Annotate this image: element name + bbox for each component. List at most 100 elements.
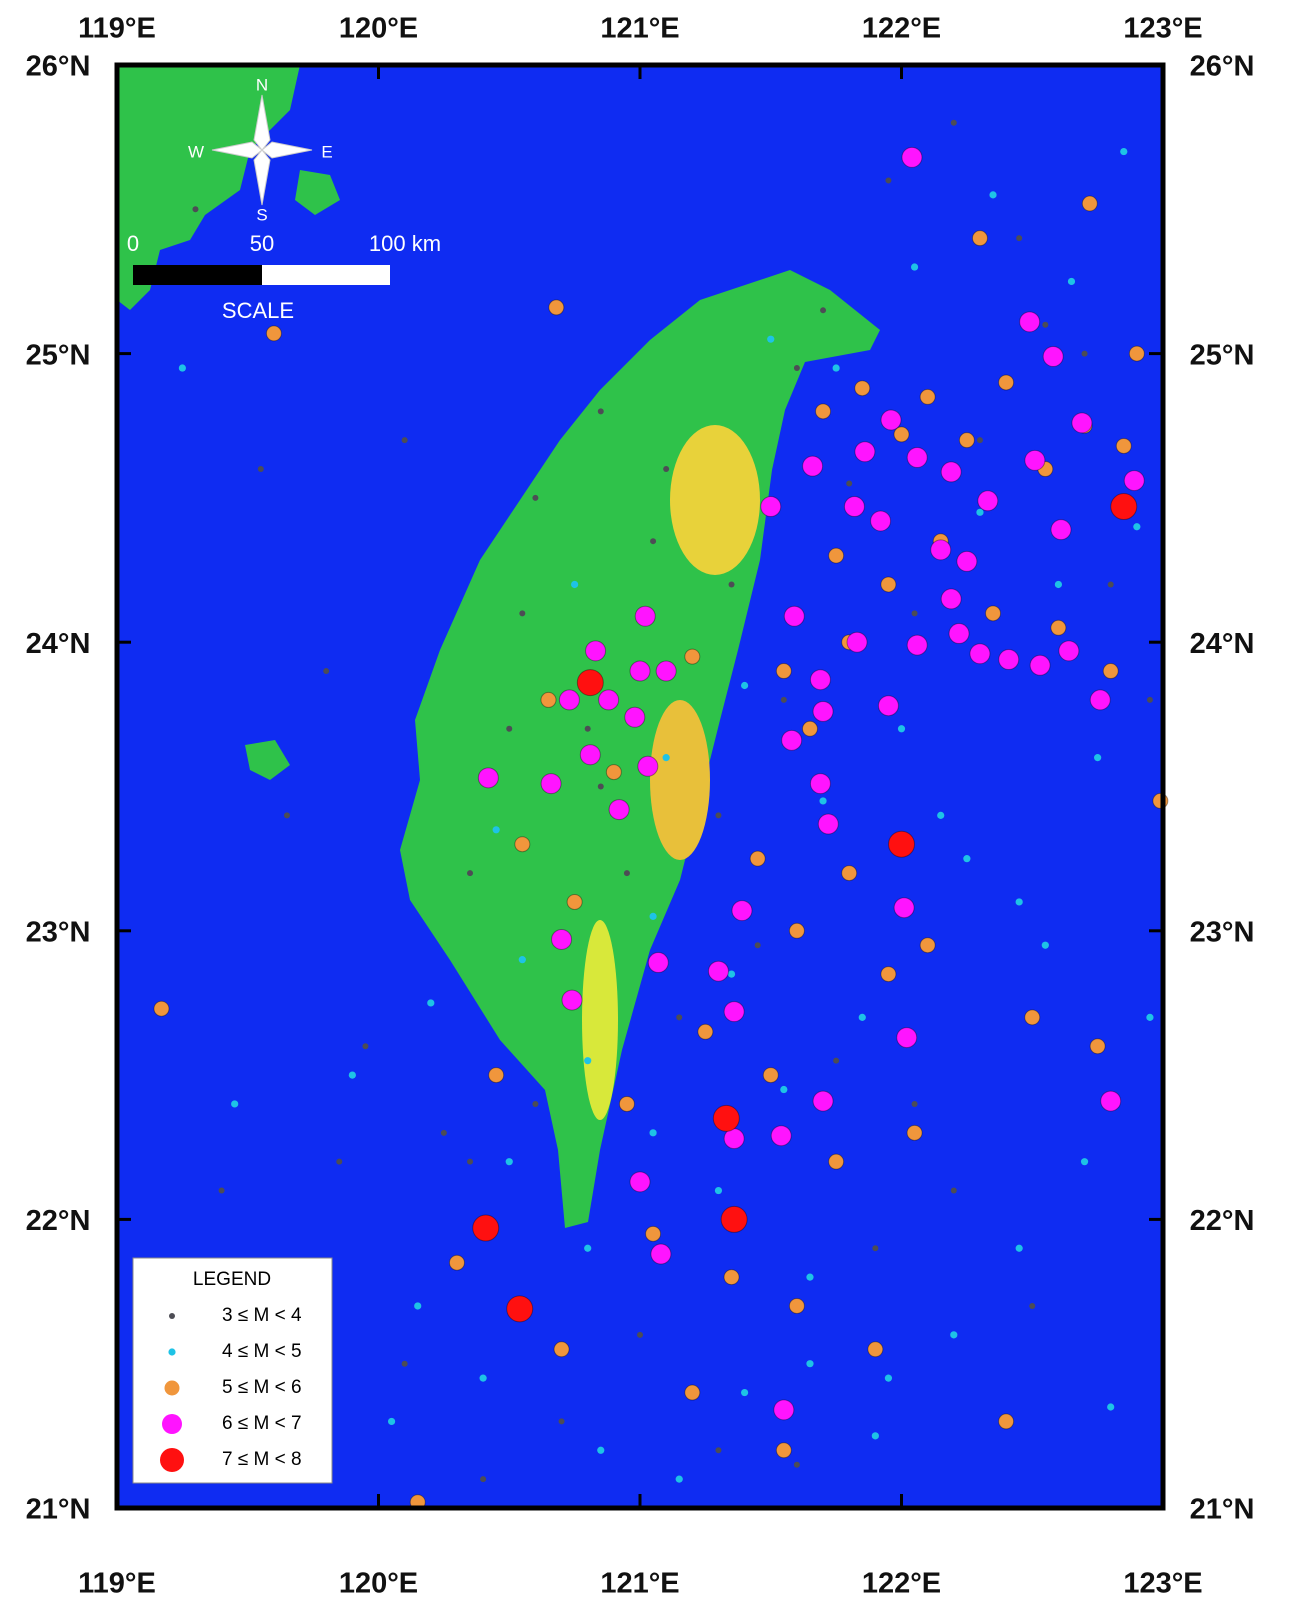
epicenter	[577, 670, 603, 696]
epicenter	[898, 725, 905, 732]
mountain	[650, 700, 710, 860]
epicenter	[649, 913, 656, 920]
epicenter	[519, 956, 526, 963]
epicenter	[789, 923, 804, 938]
epicenter	[567, 894, 582, 909]
x-tick-label: 121°E	[600, 1568, 679, 1600]
epicenter	[829, 1154, 844, 1169]
epicenter	[676, 1014, 682, 1020]
epicenter	[907, 447, 927, 467]
epicenter	[816, 404, 831, 419]
epicenter	[635, 606, 655, 626]
epicenter	[713, 1105, 739, 1131]
y-tick-label: 21°N	[26, 1494, 91, 1526]
epicenter	[598, 408, 604, 414]
epicenter	[776, 1443, 791, 1458]
epicenter	[154, 1001, 169, 1016]
epicenter	[1103, 664, 1118, 679]
epicenter	[584, 1245, 591, 1252]
epicenter	[781, 697, 787, 703]
epicenter	[771, 1126, 791, 1146]
y-tick-label: 23°N	[26, 916, 91, 948]
epicenter	[1090, 690, 1110, 710]
epicenter	[1043, 346, 1063, 366]
epicenter	[231, 1100, 238, 1107]
epicenter	[323, 668, 329, 674]
epicenter	[1129, 346, 1144, 361]
epicenter	[532, 1101, 538, 1107]
epicenter	[763, 1068, 778, 1083]
epicenter	[941, 462, 961, 482]
epicenter	[663, 466, 669, 472]
y-tick-label: 23°N	[1190, 916, 1255, 948]
scale-title: SCALE	[222, 298, 294, 323]
epicenter	[708, 961, 728, 981]
legend-marker	[168, 1348, 175, 1355]
epicenter	[989, 191, 996, 198]
epicenter	[685, 1385, 700, 1400]
epicenter	[266, 326, 281, 341]
epicenter	[859, 1014, 866, 1021]
epicenter	[562, 990, 582, 1010]
epicenter	[872, 1245, 878, 1251]
epicenter	[885, 1375, 892, 1382]
epicenter	[1107, 1403, 1114, 1410]
epicenter	[441, 1130, 447, 1136]
epicenter	[1068, 278, 1075, 285]
epicenter	[584, 1057, 591, 1064]
epicenter	[480, 1375, 487, 1382]
epicenter	[977, 437, 983, 443]
epicenter	[552, 929, 572, 949]
x-tick-label: 119°E	[78, 1568, 156, 1600]
epicenter	[729, 581, 735, 587]
epicenter	[911, 263, 918, 270]
epicenter	[794, 1462, 800, 1468]
epicenter	[920, 938, 935, 953]
epicenter	[829, 548, 844, 563]
compass-s: S	[256, 205, 267, 224]
epicenter	[336, 1159, 342, 1165]
epicenter	[663, 754, 670, 761]
compass-n: N	[256, 75, 268, 94]
epicenter	[794, 365, 800, 371]
epicenter	[820, 307, 826, 313]
epicenter	[784, 606, 804, 626]
epicenter	[789, 1298, 804, 1313]
x-tick-label: 120°E	[339, 1568, 418, 1600]
epicenter	[1147, 697, 1153, 703]
epicenter	[1042, 942, 1049, 949]
x-tick-label: 122°E	[862, 13, 941, 45]
epicenter	[1055, 581, 1062, 588]
epicenter	[750, 851, 765, 866]
epicenter	[1090, 1039, 1105, 1054]
epicenter	[519, 610, 525, 616]
legend-marker	[160, 1448, 184, 1472]
epicenter	[606, 765, 621, 780]
epicenter	[782, 730, 802, 750]
legend-title: LEGEND	[193, 1269, 271, 1290]
epicenter	[912, 1101, 918, 1107]
x-tick-label: 121°E	[600, 13, 679, 45]
epicenter	[559, 690, 579, 710]
legend-marker	[165, 1381, 180, 1396]
epicenter	[179, 364, 186, 371]
mountain	[670, 425, 760, 575]
mountain	[582, 920, 618, 1120]
epicenter	[931, 540, 951, 560]
epicenter	[833, 364, 840, 371]
epicenter	[907, 635, 927, 655]
epicenter	[999, 650, 1019, 670]
epicenter	[1082, 196, 1097, 211]
epicenter	[881, 410, 901, 430]
epicenter	[1072, 413, 1092, 433]
epicenter	[599, 690, 619, 710]
epicenter	[638, 756, 658, 776]
epicenter	[846, 480, 852, 486]
epicenter	[698, 1024, 713, 1039]
legend-label: 5 ≤ M < 6	[222, 1377, 302, 1398]
x-tick-label: 122°E	[862, 1568, 941, 1600]
epicenter	[715, 1187, 722, 1194]
epicenter	[507, 1296, 533, 1322]
epicenter	[1025, 1010, 1040, 1025]
epicenter	[894, 427, 909, 442]
